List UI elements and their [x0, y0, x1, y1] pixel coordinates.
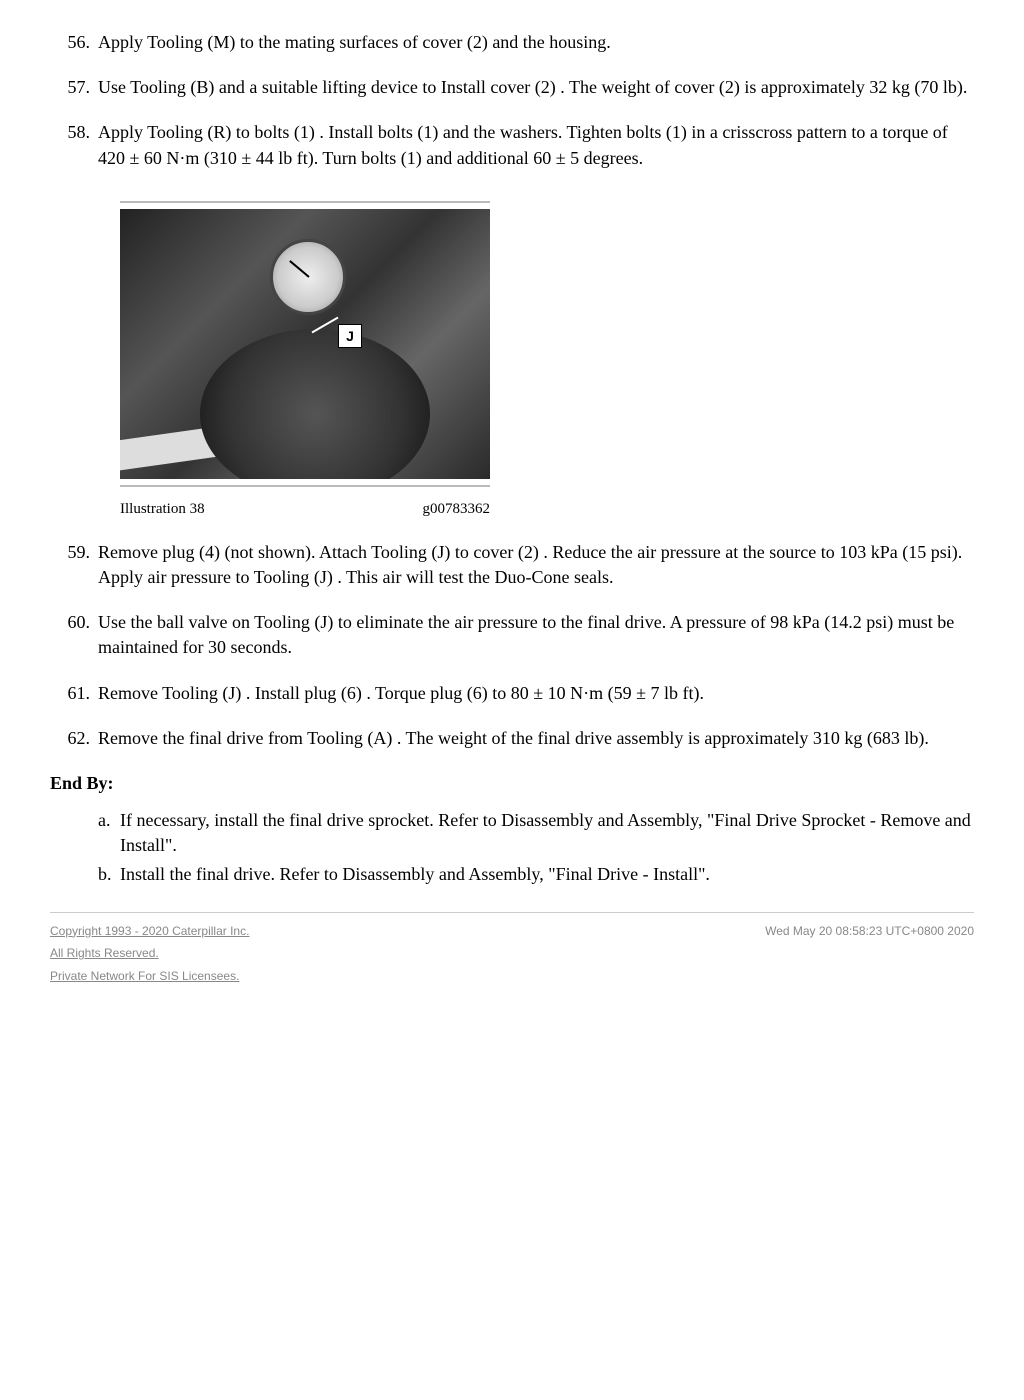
- end-by-list: a. If necessary, install the final drive…: [98, 808, 974, 888]
- illustration-number: Illustration 38: [120, 499, 205, 520]
- end-by-heading: End By:: [50, 771, 974, 796]
- callout-label-j: J: [338, 324, 362, 348]
- step-number: 56.: [50, 30, 98, 55]
- footer-left: Copyright 1993 - 2020 Caterpillar Inc. A…: [50, 923, 249, 991]
- step-number: 60.: [50, 610, 98, 660]
- illustration-id: g00783362: [423, 499, 491, 520]
- footer-timestamp: Wed May 20 08:58:23 UTC+0800 2020: [765, 923, 974, 991]
- step-56: 56. Apply Tooling (M) to the mating surf…: [50, 30, 974, 55]
- item-letter: b.: [98, 862, 120, 887]
- gauge-icon: [270, 239, 346, 315]
- item-text: Install the final drive. Refer to Disass…: [120, 862, 710, 887]
- network-link[interactable]: Private Network For SIS Licensees.: [50, 968, 249, 985]
- footer-divider: [50, 912, 974, 913]
- page-footer: Copyright 1993 - 2020 Caterpillar Inc. A…: [50, 923, 974, 991]
- step-61: 61. Remove Tooling (J) . Install plug (6…: [50, 681, 974, 706]
- item-letter: a.: [98, 808, 120, 858]
- step-60: 60. Use the ball valve on Tooling (J) to…: [50, 610, 974, 660]
- figure-caption: Illustration 38 g00783362: [120, 499, 490, 520]
- step-58: 58. Apply Tooling (R) to bolts (1) . Ins…: [50, 120, 974, 170]
- illustration-image: J: [120, 209, 490, 479]
- step-number: 59.: [50, 540, 98, 590]
- step-text: Use the ball valve on Tooling (J) to eli…: [98, 610, 974, 660]
- end-by-item-a: a. If necessary, install the final drive…: [98, 808, 974, 858]
- procedure-steps-list: 56. Apply Tooling (M) to the mating surf…: [50, 30, 974, 171]
- end-by-item-b: b. Install the final drive. Refer to Dis…: [98, 862, 974, 887]
- step-number: 61.: [50, 681, 98, 706]
- figure-block: J Illustration 38 g00783362: [120, 201, 974, 520]
- figure-frame: J: [120, 201, 490, 487]
- step-number: 57.: [50, 75, 98, 100]
- step-59: 59. Remove plug (4) (not shown). Attach …: [50, 540, 974, 590]
- hub-graphic: [200, 329, 430, 479]
- step-text: Apply Tooling (M) to the mating surfaces…: [98, 30, 974, 55]
- step-62: 62. Remove the final drive from Tooling …: [50, 726, 974, 751]
- step-number: 58.: [50, 120, 98, 170]
- step-text: Apply Tooling (R) to bolts (1) . Install…: [98, 120, 974, 170]
- step-text: Remove Tooling (J) . Install plug (6) . …: [98, 681, 974, 706]
- procedure-steps-list-2: 59. Remove plug (4) (not shown). Attach …: [50, 540, 974, 751]
- rights-link[interactable]: All Rights Reserved.: [50, 945, 249, 962]
- step-number: 62.: [50, 726, 98, 751]
- step-text: Remove the final drive from Tooling (A) …: [98, 726, 974, 751]
- step-text: Remove plug (4) (not shown). Attach Tool…: [98, 540, 974, 590]
- step-57: 57. Use Tooling (B) and a suitable lifti…: [50, 75, 974, 100]
- copyright-link[interactable]: Copyright 1993 - 2020 Caterpillar Inc.: [50, 923, 249, 940]
- step-text: Use Tooling (B) and a suitable lifting d…: [98, 75, 974, 100]
- item-text: If necessary, install the final drive sp…: [120, 808, 974, 858]
